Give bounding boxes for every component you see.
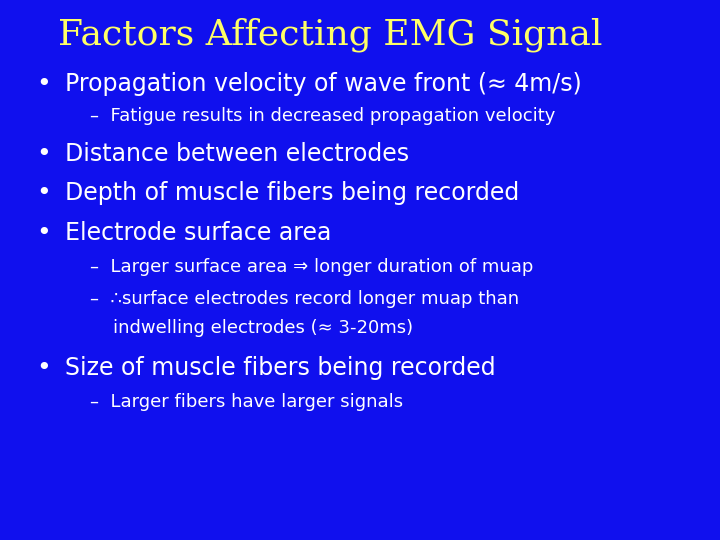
Text: indwelling electrodes (≈ 3-20ms): indwelling electrodes (≈ 3-20ms) xyxy=(90,319,413,337)
Text: Electrode surface area: Electrode surface area xyxy=(65,221,331,245)
Text: Size of muscle fibers being recorded: Size of muscle fibers being recorded xyxy=(65,356,495,380)
Text: Factors Affecting EMG Signal: Factors Affecting EMG Signal xyxy=(58,18,602,52)
Text: •: • xyxy=(36,221,50,245)
Text: Distance between electrodes: Distance between electrodes xyxy=(65,142,409,166)
Text: Propagation velocity of wave front (≈ 4m/s): Propagation velocity of wave front (≈ 4m… xyxy=(65,72,582,96)
Text: –  Fatigue results in decreased propagation velocity: – Fatigue results in decreased propagati… xyxy=(90,107,555,125)
Text: •: • xyxy=(36,142,50,166)
Text: –  Larger surface area ⇒ longer duration of muap: – Larger surface area ⇒ longer duration … xyxy=(90,258,534,276)
Text: –  Larger fibers have larger signals: – Larger fibers have larger signals xyxy=(90,393,403,411)
Text: Depth of muscle fibers being recorded: Depth of muscle fibers being recorded xyxy=(65,181,519,205)
Text: •: • xyxy=(36,181,50,205)
Text: •: • xyxy=(36,72,50,96)
Text: •: • xyxy=(36,356,50,380)
Text: –  ∴surface electrodes record longer muap than: – ∴surface electrodes record longer muap… xyxy=(90,289,519,308)
